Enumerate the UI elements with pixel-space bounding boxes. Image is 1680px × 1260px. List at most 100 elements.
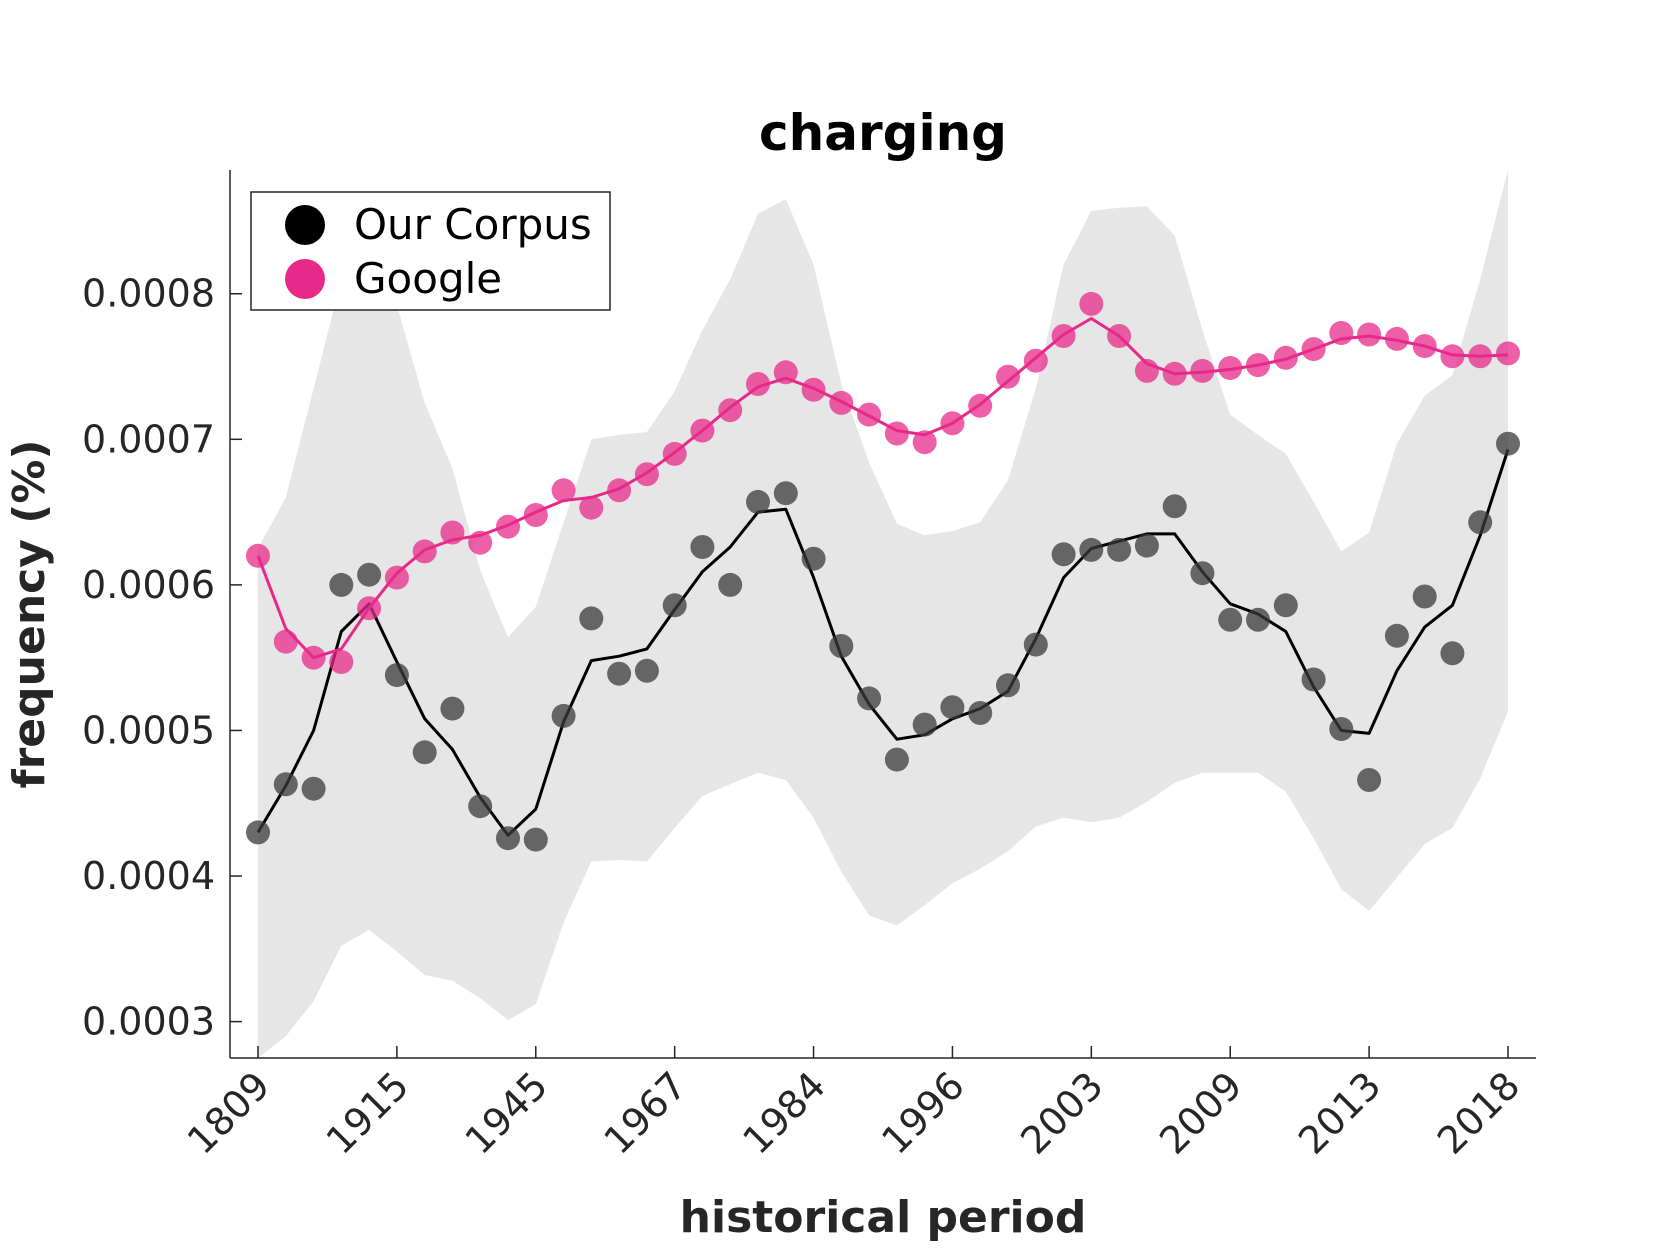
point-our-corpus [440,696,465,721]
point-google [496,514,520,539]
point-our-corpus [301,776,326,801]
point-google [829,390,854,415]
x-tick-label: 1967 [596,1063,696,1163]
point-our-corpus [1218,607,1243,632]
confidence-band [258,170,1508,1058]
point-our-corpus [1357,768,1382,792]
point-google [1051,324,1076,348]
data-points [246,291,1520,852]
x-axis-label: historical period [680,1192,1087,1243]
y-tick-label: 0.0007 [82,417,215,461]
point-google [301,645,326,670]
point-google [968,393,993,418]
point-google [579,495,604,520]
point-our-corpus [1162,494,1187,519]
x-tick-label: 2013 [1290,1063,1390,1163]
y-tick-label: 0.0005 [82,708,215,752]
point-google [246,543,270,568]
point-google [884,421,909,446]
point-our-corpus [1273,593,1298,618]
point-our-corpus [412,740,437,765]
point-our-corpus [1051,542,1076,567]
point-google [1190,358,1215,383]
y-ticks: 0.0003 0.0004 0.0005 0.0006 0.0007 0.0008 [82,272,242,1044]
point-google [1329,321,1354,345]
point-google [1412,334,1437,359]
point-google [607,478,632,503]
point-google [634,462,659,487]
point-google [1246,353,1270,378]
point-our-corpus [829,634,854,658]
point-our-corpus [1468,510,1493,535]
point-google [1023,348,1048,373]
point-our-corpus [773,481,798,506]
point-our-corpus [968,701,993,725]
point-google [1301,337,1326,362]
point-google [523,503,548,527]
point-google [1134,358,1159,383]
legend-label-our-corpus: Our Corpus [354,200,592,249]
legend-label-google: Google [354,254,502,303]
line-our-corpus [256,449,1510,837]
point-our-corpus [884,747,909,772]
point-our-corpus [996,673,1020,698]
legend: Our Corpus Google [250,191,611,311]
point-our-corpus [1496,431,1520,456]
point-google [273,629,298,654]
point-our-corpus [329,572,354,597]
point-our-corpus [607,661,632,686]
point-our-corpus [912,712,937,737]
x-tick-label: 1945 [457,1063,557,1163]
point-our-corpus [662,593,687,618]
point-google [329,650,354,674]
point-google [690,418,715,443]
point-google [1357,322,1382,347]
point-our-corpus [940,695,965,720]
point-our-corpus [1329,717,1354,741]
point-google [551,478,576,503]
point-google [1440,344,1465,369]
point-our-corpus [1190,561,1215,586]
point-google [440,520,465,545]
point-our-corpus [468,794,493,819]
y-tick-label: 0.0004 [82,854,215,898]
x-tick-label: 1984 [734,1063,834,1163]
point-our-corpus [357,562,382,587]
point-google [857,402,882,427]
point-our-corpus [496,826,520,851]
y-tick-label: 0.0006 [82,563,215,607]
point-our-corpus [273,772,298,797]
point-google [1273,345,1298,370]
point-google [1218,356,1243,380]
point-google [1107,324,1132,348]
point-our-corpus [1134,533,1159,558]
point-google [1079,291,1104,316]
y-tick-label: 0.0003 [82,1000,215,1044]
point-our-corpus [1023,632,1048,657]
y-tick-label: 0.0008 [82,272,215,316]
point-google [1496,341,1520,366]
point-our-corpus [1412,584,1437,609]
axes [229,170,1536,1059]
x-ticks: 1809 1915 1945 1967 1984 1996 2003 2009 2013 2018 [179,1046,1529,1163]
point-our-corpus [579,606,604,631]
point-our-corpus [1079,537,1104,562]
x-tick-label: 2009 [1151,1063,1251,1163]
x-tick-label: 1996 [873,1063,973,1163]
point-our-corpus [718,572,743,597]
point-our-corpus [551,703,576,728]
point-google [801,377,826,402]
point-our-corpus [1440,641,1465,666]
point-google [746,372,770,396]
point-google [384,565,409,590]
point-our-corpus [246,820,270,845]
legend-marker-our-corpus [285,205,325,245]
point-google [718,398,743,423]
point-google [662,441,687,466]
point-our-corpus [1246,607,1270,632]
point-our-corpus [801,546,826,571]
point-google [357,596,382,621]
point-google [773,360,798,385]
x-tick-label: 2018 [1429,1063,1529,1163]
